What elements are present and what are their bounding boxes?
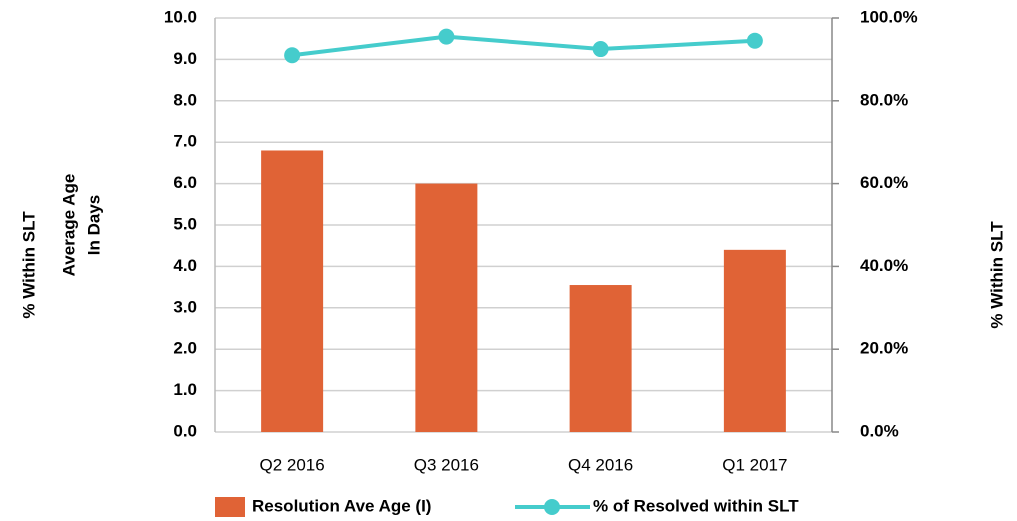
y-tick-label: 6.0 xyxy=(173,173,197,192)
x-tick-label: Q1 2017 xyxy=(722,455,787,474)
y-axis-outer-title: % Within SLT xyxy=(19,211,38,319)
y2-tick-label: 60.0% xyxy=(860,173,908,192)
x-tick-label: Q3 2016 xyxy=(414,455,479,474)
legend-label: Resolution Ave Age (I) xyxy=(252,496,431,515)
y2-tick-label: 100.0% xyxy=(860,7,918,26)
bar xyxy=(569,285,632,432)
line-marker xyxy=(284,47,301,64)
line xyxy=(291,34,755,58)
legend-label: % of Resolved within SLT xyxy=(593,496,799,515)
line-marker xyxy=(438,28,455,45)
y-tick-label: 4.0 xyxy=(173,256,197,275)
y2-tick-label: 20.0% xyxy=(860,339,908,358)
bar xyxy=(723,249,786,432)
bar xyxy=(261,150,324,433)
y-axis-title: Average Age xyxy=(59,174,78,277)
x-tick-label: Q2 2016 xyxy=(260,455,325,474)
y-tick-label: 10.0 xyxy=(164,7,197,26)
y2-tick-label: 0.0% xyxy=(860,421,899,440)
legend-swatch xyxy=(544,499,560,515)
y-tick-label: 2.0 xyxy=(173,339,197,358)
y-tick-label: 7.0 xyxy=(173,132,197,151)
y-tick-label: 9.0 xyxy=(173,49,197,68)
y2-axis-title: % Within SLT xyxy=(987,221,1006,329)
x-tick-label: Q4 2016 xyxy=(568,455,633,474)
y-tick-label: 3.0 xyxy=(173,297,197,316)
y-tick-label: 8.0 xyxy=(173,90,197,109)
y-axis-title: In Days xyxy=(84,195,103,255)
line-marker xyxy=(746,32,763,49)
legend-swatch xyxy=(215,497,245,517)
line-marker xyxy=(592,41,609,58)
bar xyxy=(415,183,478,432)
y2-tick-label: 40.0% xyxy=(860,256,908,275)
y-tick-label: 1.0 xyxy=(173,380,197,399)
y-tick-label: 5.0 xyxy=(173,214,197,233)
y-tick-label: 0.0 xyxy=(173,421,197,440)
y2-tick-label: 80.0% xyxy=(860,90,908,109)
